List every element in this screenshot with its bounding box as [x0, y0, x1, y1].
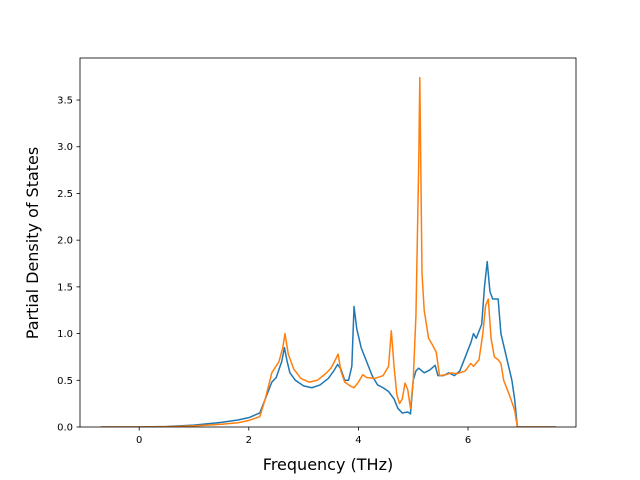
x-tick-label: 4: [355, 435, 361, 446]
y-tick-label: 1.5: [57, 282, 73, 293]
y-tick-label: 2.0: [57, 236, 73, 247]
axes-frame: [79, 57, 577, 428]
y-axis-label: Partial Density of States: [23, 147, 42, 339]
series-line-1: [100, 260, 556, 427]
y-tick-label: 3.0: [57, 142, 73, 153]
axes-group: 0 2 4 6 0.0 0.5 1.0 1.5 2.0 2.5 3.0 3.5: [57, 57, 577, 446]
x-tick-label: 2: [246, 435, 252, 446]
series-line-2: [100, 76, 556, 427]
x-tick-label: 0: [136, 435, 142, 446]
y-tick-label: 0.0: [57, 423, 73, 434]
series-group: [100, 76, 556, 427]
y-tick-label: 3.5: [57, 96, 73, 107]
y-tick-label: 1.0: [57, 329, 73, 340]
x-tick-label: 6: [465, 435, 471, 446]
y-tick-label: 2.5: [57, 189, 73, 200]
y-tick-label: 0.5: [57, 376, 73, 387]
x-axis-label: Frequency (THz): [263, 455, 393, 474]
